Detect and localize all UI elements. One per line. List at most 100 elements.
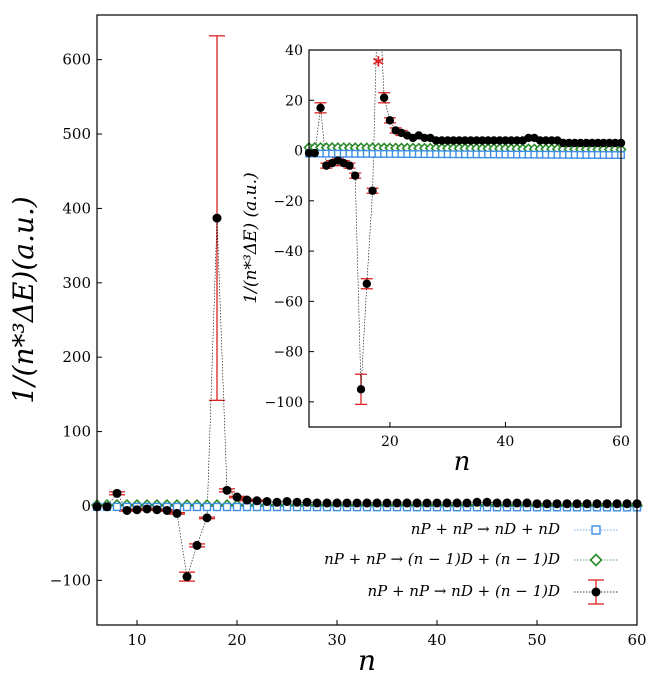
main-y-tick-label-600: 600 <box>62 51 91 69</box>
inset-point-nDn1D-42 <box>512 136 522 145</box>
main-point-nDn1D-19 <box>222 485 232 495</box>
main-y-tick-label-0: 0 <box>81 497 91 515</box>
legend-label-nDnD: nP + nP → nD + nD <box>411 520 560 538</box>
main-point-nDnD-20 <box>232 502 242 512</box>
main-point-nDnD-21 <box>242 502 252 512</box>
main-point-nDnD-15 <box>182 502 192 512</box>
inset-plot-frame <box>308 49 622 428</box>
main-point-nDn1D-57 <box>602 499 612 509</box>
main-point-nDn1D-38 <box>412 498 422 508</box>
inset-chart: 20 40 60 −100 −80 −60 −40 −20 0 20 40 * n 1/(n*³Δ… <box>241 43 630 477</box>
main-point-nDn1D-54 <box>572 499 582 509</box>
inset-point-nDn1D-40 <box>501 136 510 145</box>
main-point-nDn1D-35 <box>382 498 392 508</box>
main-point-nDn1D-30 <box>332 498 342 508</box>
inset-y-tick-label--60: −60 <box>273 294 303 310</box>
main-point-nDn1D-32 <box>352 498 362 508</box>
main-point-nDn1D-8 <box>112 488 122 498</box>
inset-point-nDn1D-36 <box>478 136 487 145</box>
inset-point-nDn1D-30 <box>443 136 452 145</box>
main-y-tick-label--100: −100 <box>50 571 91 589</box>
inset-point-nDn1D-32 <box>455 136 464 145</box>
inset-point-nDn1D-17 <box>368 186 377 195</box>
inset-data-marks <box>303 93 627 394</box>
main-point-nDn1D-50 <box>532 499 542 509</box>
legend-marker-nDn1D <box>591 587 601 597</box>
inset-x-axis-label: n <box>454 447 471 477</box>
inset-point-nDn1D-20 <box>385 116 395 125</box>
main-y-tick-label-100: 100 <box>62 423 91 441</box>
inset-x-tick-label-40: 40 <box>497 434 515 450</box>
inset-point-nDn1D-53 <box>576 138 585 148</box>
main-x-ticks: 10 20 30 40 50 60 <box>127 620 647 649</box>
main-point-nDnD-17 <box>202 502 212 512</box>
inset-point-nDn1D-57 <box>599 138 608 148</box>
main-y-tick-label-500: 500 <box>62 125 91 143</box>
main-point-nDn1D-37 <box>402 498 412 508</box>
main-point-nDn1D-45 <box>482 497 492 507</box>
main-point-nDn1D-23 <box>262 497 272 507</box>
main-x-tick-label-50: 50 <box>527 631 546 649</box>
main-y-axis-label: 1/(n*³ΔE)(a.u.) <box>7 196 40 403</box>
main-point-nDn1D-53 <box>562 499 572 509</box>
main-point-nDn1D-15 <box>182 572 192 582</box>
main-x-tick-label-60: 60 <box>627 631 646 649</box>
inset-y-tick-label-40: 40 <box>285 43 303 59</box>
inset-asterisk-annotation: * <box>373 54 385 79</box>
main-point-nDnD-19 <box>222 502 232 512</box>
main-point-nDn1D-29 <box>322 498 332 508</box>
inset-background <box>309 50 621 427</box>
main-y-tick-label-200: 200 <box>62 348 91 366</box>
inset-x-ticks: 20 40 60 <box>381 422 630 450</box>
inset-point-nDn1D-46 <box>535 136 545 145</box>
main-x-axis-label: n <box>358 644 376 677</box>
main-point-nDn1D-11 <box>142 504 152 514</box>
main-data-marks <box>90 213 644 582</box>
legend-marker-nDnD <box>591 525 601 535</box>
main-point-nDn1D-43 <box>462 498 472 508</box>
main-plot-frame <box>96 14 638 626</box>
main-point-nDn1D-41 <box>442 498 452 508</box>
main-point-nDn1D-17 <box>202 513 212 523</box>
inset-point-nDn1D-29 <box>437 136 447 145</box>
inset-y-tick-label-0: 0 <box>294 144 303 160</box>
inset-point-nDn1D-56 <box>593 138 603 148</box>
main-point-nDn1D-47 <box>502 498 512 508</box>
main-point-nDn1D-13 <box>162 505 172 515</box>
main-point-nDn1D-48 <box>512 498 522 508</box>
inset-y-tick-label--20: −20 <box>273 194 303 210</box>
inset-point-nDn1D-44 <box>524 133 533 143</box>
inset-point-nDn1D-54 <box>582 138 591 148</box>
main-point-nDn1D-9 <box>122 505 132 515</box>
legend: nP + nP → nD + nD nP + nP → (n − 1)D + (… <box>324 520 618 605</box>
inset-y-axis-label: 1/(n*³ΔE) (a.u.) <box>241 172 261 303</box>
main-point-nDn1D-49 <box>522 498 532 508</box>
main-point-nDn1D-33 <box>362 498 372 508</box>
legend-label-n1Dn1D: nP + nP → (n − 1)D + (n − 1)D <box>324 550 560 568</box>
main-point-nDn1D-18 <box>212 213 222 223</box>
main-point-nDn1D-34 <box>372 498 382 508</box>
main-point-nDnD-18 <box>212 502 222 512</box>
main-point-nDn1D-22 <box>252 496 262 506</box>
inset-point-nDn1D-48 <box>547 136 556 145</box>
inset-y-ticks: −100 −80 −60 −40 −20 0 20 40 <box>265 43 314 411</box>
inset-point-nDn1D-33 <box>460 136 470 145</box>
main-y-ticks: −100 0 100 200 300 400 500 600 <box>50 51 102 589</box>
main-point-nDn1D-39 <box>422 498 432 508</box>
main-point-nDn1D-25 <box>282 497 292 507</box>
inset-point-nDn1D-55 <box>587 138 597 148</box>
inset-point-nDn1D-58 <box>605 138 614 148</box>
main-x-tick-label-20: 20 <box>227 631 246 649</box>
main-point-nDn1D-12 <box>152 505 162 515</box>
main-point-nDn1D-51 <box>542 499 552 509</box>
main-point-nDn1D-28 <box>312 498 322 508</box>
inset-point-nDn1D-38 <box>489 136 499 145</box>
main-point-nDn1D-20 <box>232 492 242 502</box>
main-point-nDn1D-40 <box>432 498 442 508</box>
legend-marker-n1Dn1D <box>589 553 603 567</box>
main-point-nDn1D-27 <box>302 497 312 507</box>
inset-point-nDn1D-52 <box>570 138 579 148</box>
inset-point-nDn1D-50 <box>559 138 568 148</box>
